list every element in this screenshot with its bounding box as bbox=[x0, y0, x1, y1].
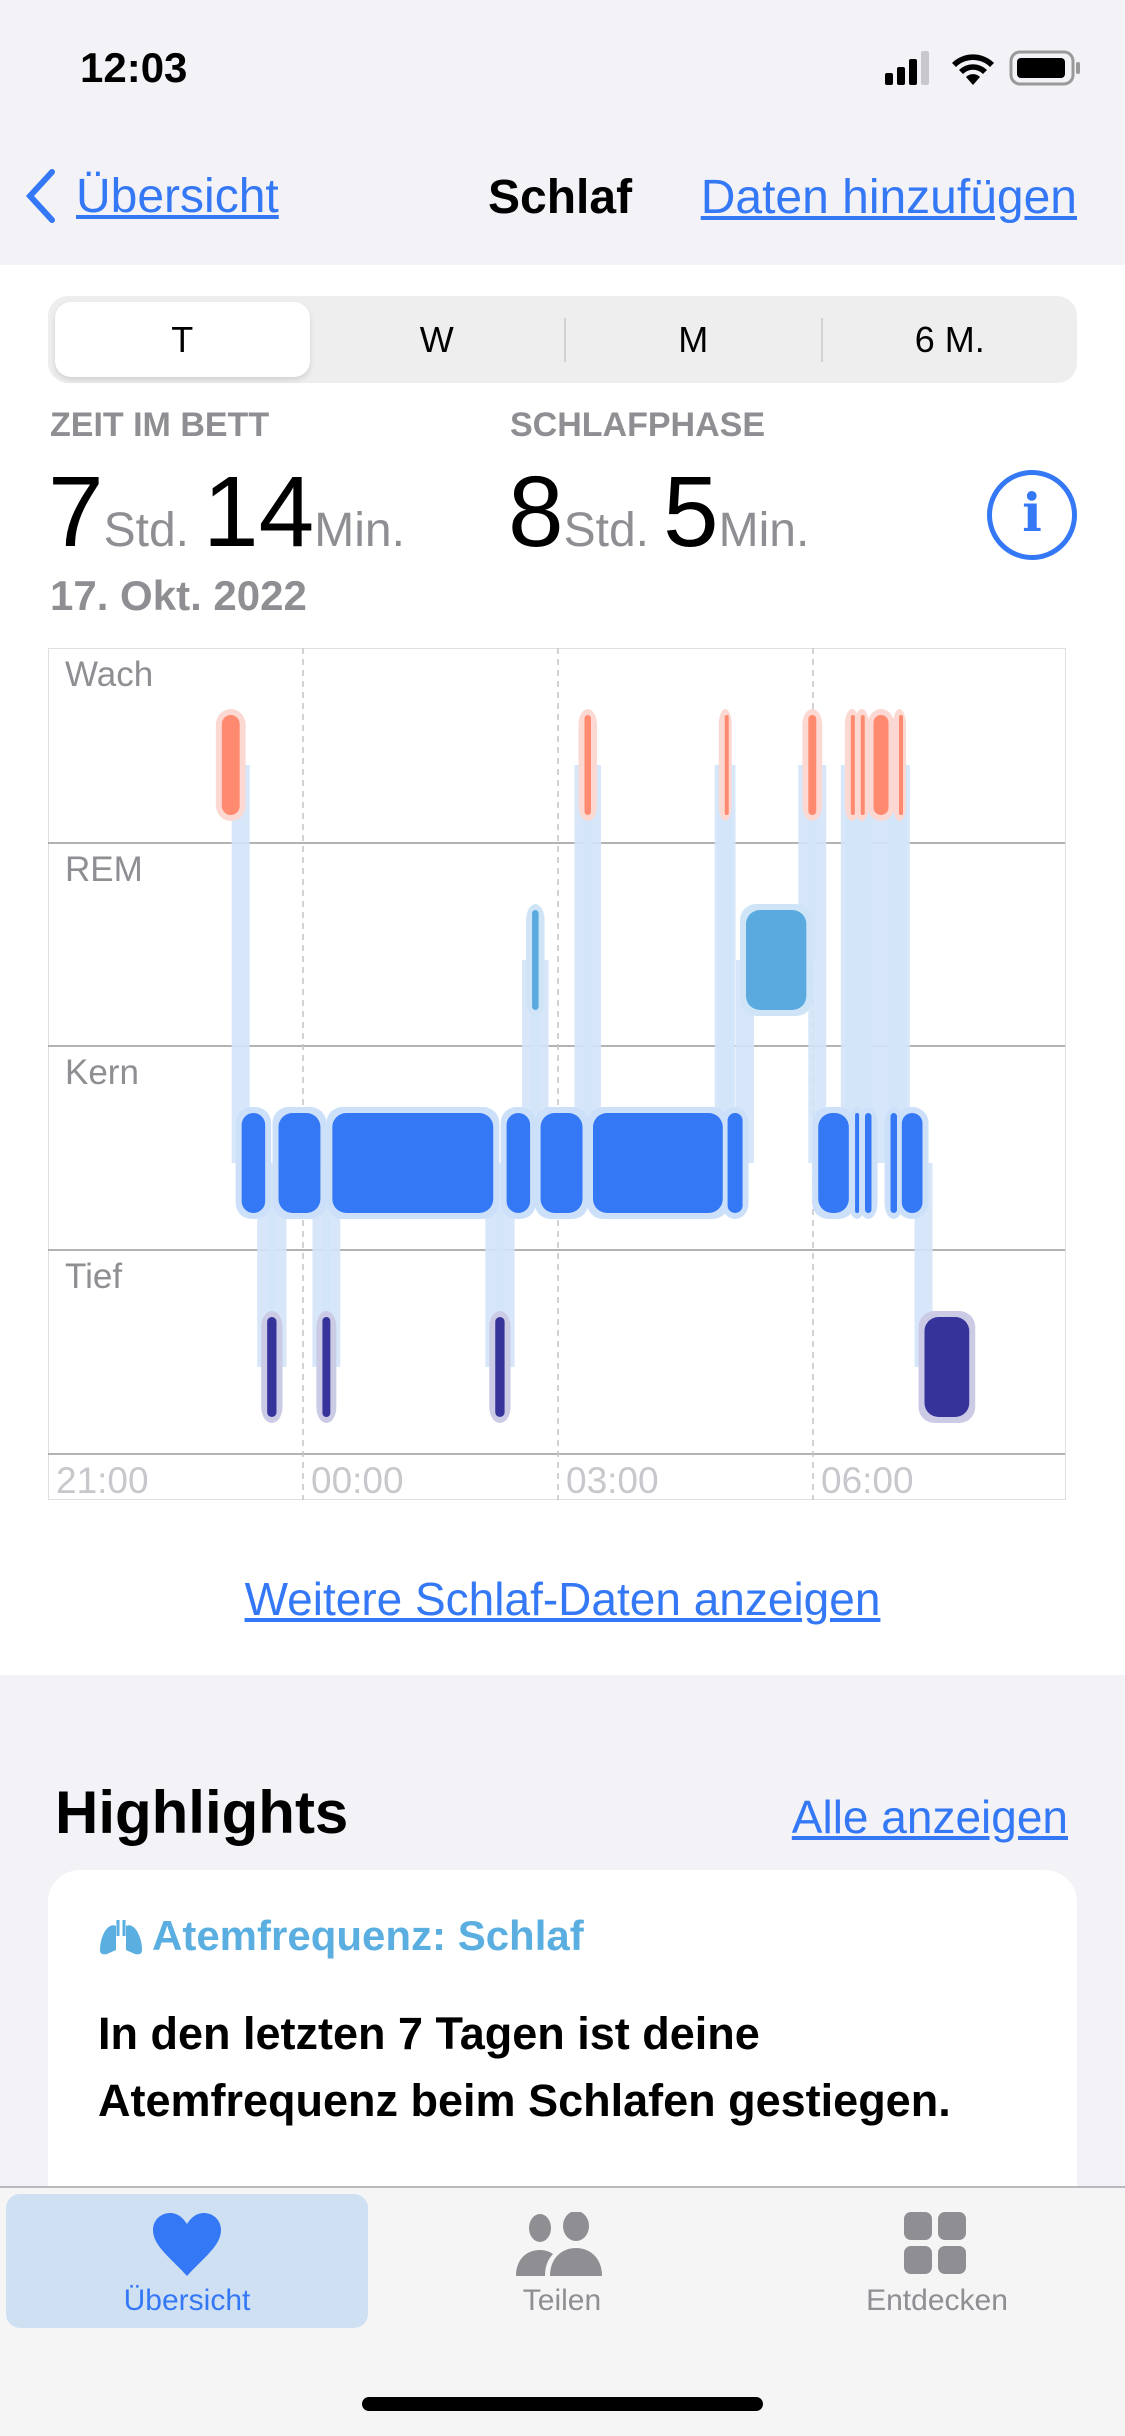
tab-label: Entdecken bbox=[866, 2284, 1008, 2317]
tab-sharing[interactable]: Teilen bbox=[381, 2194, 743, 2328]
segment-tief bbox=[322, 1317, 331, 1417]
x-tick-label: 03:00 bbox=[566, 1460, 659, 1500]
segment-tief bbox=[924, 1317, 970, 1417]
segment-kern bbox=[241, 1113, 266, 1213]
page-title: Schlaf bbox=[488, 171, 633, 224]
minutes-unit: Min. bbox=[718, 504, 810, 557]
segment-kern bbox=[855, 1113, 860, 1213]
back-button[interactable]: Übersicht bbox=[24, 168, 279, 224]
segment-kern bbox=[593, 1113, 723, 1213]
transition-connector bbox=[808, 765, 827, 1163]
tab-browse[interactable]: Entdecken bbox=[756, 2194, 1118, 2328]
grid-icon bbox=[904, 2212, 966, 2274]
show-all-link[interactable]: Alle anzeigen bbox=[791, 1791, 1068, 1843]
transition-connector bbox=[583, 765, 601, 1163]
segment-wach bbox=[808, 715, 817, 815]
hours: 7 bbox=[48, 456, 104, 568]
hours-unit: Std. bbox=[103, 504, 190, 557]
home-indicator bbox=[362, 2397, 763, 2411]
tab-overview[interactable]: Übersicht bbox=[6, 2194, 368, 2328]
asleep-value: 8 Std. 5 Min. bbox=[508, 455, 823, 570]
segment-day[interactable]: T bbox=[55, 302, 310, 377]
segment-tief bbox=[267, 1317, 277, 1417]
segment-wach bbox=[584, 715, 591, 815]
sleep-stages-chart: 21:00 00:00 03:00 06:00 Wach REM Kern Tief bbox=[48, 648, 1066, 1500]
sleep-panel bbox=[0, 265, 1125, 1675]
tab-label: Übersicht bbox=[123, 2284, 251, 2317]
hours-unit: Std. bbox=[563, 504, 650, 557]
stage-label: Kern bbox=[65, 1053, 139, 1092]
segment-kern bbox=[865, 1113, 872, 1213]
transition-connector bbox=[891, 765, 910, 1163]
more-sleep-data-link[interactable]: Weitere Schlaf-Daten anzeigen bbox=[244, 1573, 881, 1625]
segment-6-months[interactable]: 6 M. bbox=[914, 319, 985, 360]
divider bbox=[564, 317, 566, 362]
stage-label: Wach bbox=[65, 655, 153, 694]
heart-icon bbox=[153, 2213, 221, 2276]
signal-icon bbox=[885, 51, 929, 85]
chart-border bbox=[48, 648, 1066, 1500]
battery-icon bbox=[1009, 50, 1080, 86]
date-label: 17. Okt. 2022 bbox=[50, 572, 307, 619]
segment-wach bbox=[873, 715, 889, 815]
minutes: 5 bbox=[663, 456, 719, 568]
tab-label: Teilen bbox=[522, 2284, 602, 2317]
x-tick-label: 00:00 bbox=[311, 1460, 404, 1500]
highlights-heading: Highlights bbox=[55, 1779, 349, 1846]
segment-kern bbox=[727, 1113, 743, 1213]
x-tick-label: 21:00 bbox=[56, 1460, 149, 1500]
segment-rem bbox=[532, 910, 539, 1010]
segment-wach bbox=[850, 715, 855, 815]
status-time: 12:03 bbox=[80, 44, 188, 91]
segment-tief bbox=[495, 1317, 505, 1417]
segment-kern bbox=[332, 1113, 494, 1213]
stage-label: REM bbox=[65, 850, 143, 889]
transition-connector bbox=[231, 765, 250, 1163]
segment-wach bbox=[724, 715, 729, 815]
back-label: Übersicht bbox=[76, 169, 279, 223]
transition-connector bbox=[863, 765, 882, 1163]
card-body: In den letzten 7 Tagen ist deine Atemfre… bbox=[98, 2008, 951, 2126]
divider bbox=[820, 317, 823, 362]
add-data-button[interactable]: Daten hinzufügen bbox=[700, 171, 1077, 224]
segment-rem bbox=[746, 910, 807, 1010]
card-title: Atemfrequenz: Schlaf bbox=[98, 1912, 584, 1960]
wifi-icon bbox=[952, 54, 994, 85]
segment-kern bbox=[890, 1113, 897, 1213]
card-title-text: Atemfrequenz: Schlaf bbox=[152, 1912, 584, 1959]
segment-kern bbox=[901, 1113, 923, 1213]
asleep-label: SCHLAFPHASE bbox=[510, 406, 766, 444]
period-segmented-control: T W M 6 M. bbox=[48, 296, 1077, 383]
minutes: 14 bbox=[203, 456, 315, 568]
in-bed-label: ZEIT IM BETT bbox=[50, 406, 270, 444]
segment-kern bbox=[818, 1113, 849, 1213]
transition-connector bbox=[717, 765, 736, 1163]
segment-month[interactable]: M bbox=[678, 319, 709, 360]
tab-bar: Übersicht Teilen Entdecken bbox=[0, 2186, 1125, 2436]
stage-label: Tief bbox=[65, 1257, 122, 1296]
hours: 8 bbox=[508, 456, 564, 568]
status-icons bbox=[885, 50, 1081, 86]
segment-wach bbox=[860, 715, 865, 815]
segment-kern bbox=[540, 1113, 583, 1213]
chevron-left-icon bbox=[25, 169, 55, 223]
segment-week[interactable]: W bbox=[419, 319, 454, 360]
people-icon bbox=[516, 2212, 602, 2276]
segment-kern bbox=[506, 1113, 531, 1213]
segment-kern bbox=[278, 1113, 321, 1213]
segment-wach bbox=[221, 715, 240, 815]
segment-wach bbox=[899, 715, 903, 815]
in-bed-value: 7 Std. 14 Min. bbox=[48, 455, 419, 570]
lungs-icon bbox=[100, 1920, 142, 1955]
x-tick-label: 06:00 bbox=[821, 1460, 914, 1500]
info-icon[interactable]: i bbox=[987, 470, 1077, 560]
minutes-unit: Min. bbox=[314, 504, 405, 557]
